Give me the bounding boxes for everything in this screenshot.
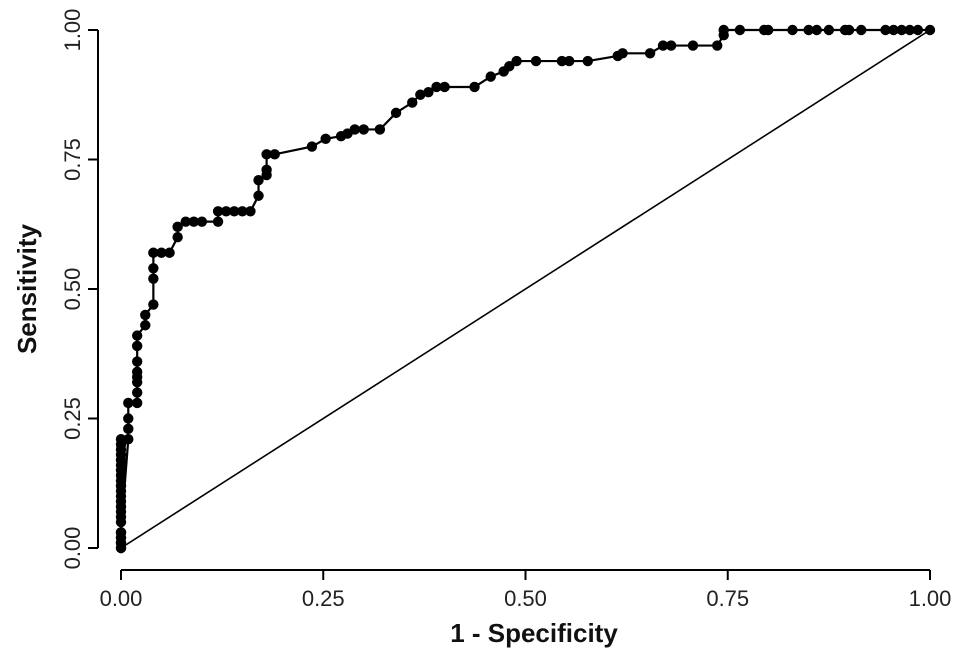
roc-data-point: [140, 320, 151, 331]
roc-data-point: [912, 24, 924, 36]
y-ticks: 0.00 0.25 0.50 0.75 1.00: [60, 9, 98, 570]
x-ticks: 0.00 0.25 0.50 0.75 1.00: [100, 570, 952, 611]
roc-data-point: [245, 206, 256, 217]
roc-data-point: [644, 48, 656, 59]
roc-data-point: [734, 24, 746, 36]
x-tick-label: 1.00: [909, 586, 952, 611]
roc-data-point: [763, 24, 774, 36]
roc-points: [115, 24, 936, 554]
roc-data-point: [180, 216, 191, 227]
roc-data-point: [811, 24, 822, 36]
y-tick-label: 0.00: [60, 527, 85, 570]
x-tick-label: 0.50: [504, 586, 547, 611]
roc-data-point: [253, 175, 264, 186]
roc-data-point: [504, 61, 515, 72]
roc-data-point: [131, 366, 143, 378]
roc-data-point: [904, 24, 915, 36]
roc-data-point: [131, 356, 143, 367]
roc-data-point: [123, 434, 134, 445]
x-tick-label: 0.75: [706, 586, 749, 611]
roc-data-point: [896, 24, 907, 36]
roc-data-point: [617, 48, 628, 59]
roc-data-point: [687, 40, 699, 51]
roc-data-point: [924, 24, 936, 36]
x-tick-label: 0.25: [302, 586, 345, 611]
roc-data-point: [172, 221, 183, 233]
roc-data-point: [148, 247, 159, 258]
roc-data-point: [148, 273, 159, 284]
roc-data-point: [131, 387, 143, 398]
roc-data-point: [787, 24, 798, 36]
roc-data-point: [196, 216, 208, 227]
roc-data-point: [123, 423, 134, 435]
roc-data-point: [563, 55, 575, 67]
roc-data-point: [582, 55, 593, 67]
roc-data-point: [349, 124, 361, 135]
roc-data-point: [856, 24, 867, 36]
y-tick-label: 0.50: [60, 268, 85, 311]
roc-data-point: [188, 216, 200, 227]
y-tick-label: 0.25: [60, 397, 85, 440]
roc-data-point: [530, 55, 542, 67]
roc-data-point: [212, 206, 224, 217]
roc-data-point: [220, 206, 232, 217]
x-tick-label: 0.00: [100, 586, 143, 611]
roc-data-point: [229, 206, 240, 217]
y-axis-title: Sensitivity: [12, 223, 42, 354]
roc-data-point: [469, 81, 480, 93]
roc-data-point: [237, 206, 248, 217]
roc-data-point: [320, 133, 331, 144]
roc-data-point: [123, 397, 134, 409]
roc-data-point: [131, 330, 143, 341]
reference-diagonal-line: [120, 29, 931, 549]
roc-data-point: [888, 24, 899, 36]
roc-data-point: [718, 24, 729, 36]
x-axis-title: 1 - Specificity: [450, 618, 618, 648]
roc-data-point: [253, 190, 264, 201]
roc-data-point: [665, 40, 677, 51]
roc-data-point: [148, 299, 159, 310]
roc-data-point: [374, 124, 386, 135]
roc-data-point: [261, 149, 272, 160]
roc-data-point: [115, 527, 127, 538]
roc-data-point: [431, 81, 442, 93]
roc-data-point: [390, 107, 402, 119]
roc-data-point: [164, 247, 175, 258]
roc-data-point: [407, 97, 418, 108]
roc-data-point: [823, 24, 835, 36]
roc-data-point: [712, 40, 723, 51]
roc-data-point: [423, 86, 434, 98]
roc-data-point: [439, 81, 450, 93]
roc-data-point: [803, 24, 814, 36]
roc-data-point: [123, 413, 134, 424]
roc-data-point: [556, 55, 568, 67]
roc-data-point: [156, 247, 167, 258]
y-tick-label: 1.00: [60, 9, 85, 52]
roc-data-point: [261, 164, 272, 176]
roc-data-point: [115, 434, 127, 445]
roc-data-point: [358, 124, 369, 135]
roc-data-point: [485, 71, 496, 82]
roc-data-point: [511, 55, 522, 67]
roc-data-point: [657, 40, 669, 51]
roc-data-point: [131, 340, 143, 352]
roc-data-point: [415, 89, 426, 100]
roc-data-point: [148, 263, 159, 274]
y-tick-label: 0.75: [60, 138, 85, 181]
roc-data-point: [172, 232, 183, 243]
roc-data-point: [131, 397, 143, 409]
roc-data-point: [212, 216, 224, 227]
roc-data-point: [140, 309, 151, 321]
roc-data-point: [880, 24, 891, 36]
roc-data-point: [269, 149, 280, 160]
y-axis: 0.00 0.25 0.50 0.75 1.00 Sensitivity: [12, 9, 99, 570]
roc-data-point: [843, 24, 855, 36]
x-axis: 0.00 0.25 0.50 0.75 1.00 1 - Specificity: [100, 569, 952, 648]
roc-data-point: [306, 141, 318, 152]
